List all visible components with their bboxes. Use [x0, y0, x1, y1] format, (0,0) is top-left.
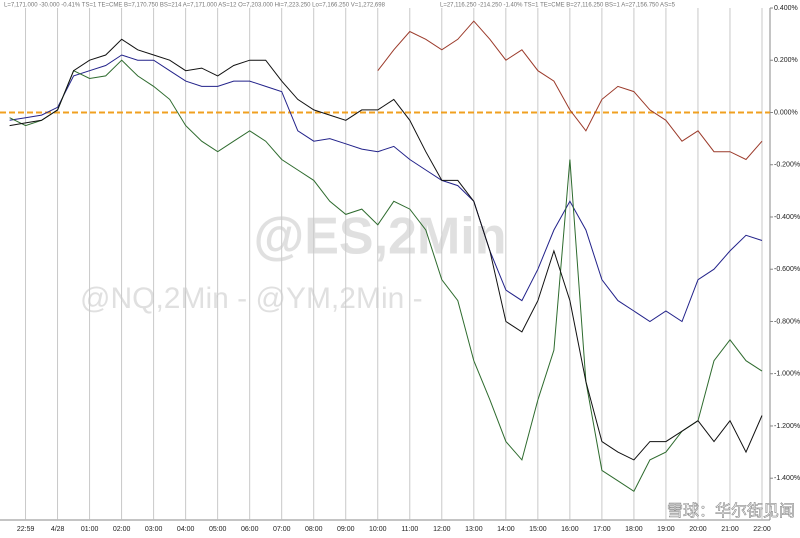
x-tick-label: 12:00	[433, 526, 451, 533]
x-tick-label: 20:00	[689, 526, 707, 533]
y-tick-label: -0.600%	[774, 266, 800, 273]
y-tick-label: -1.000%	[774, 371, 800, 378]
x-tick-label: 02:00	[113, 526, 131, 533]
y-tick-label: -0.200%	[774, 162, 800, 169]
x-tick-label: 03:00	[145, 526, 163, 533]
y-tick-label: -0.400%	[774, 214, 800, 221]
x-tick-label: 16:00	[561, 526, 579, 533]
x-tick-label: 01:00	[81, 526, 99, 533]
x-tick-label: 4/28	[51, 526, 65, 533]
header-left: L=7,171.000 -30.000 -0.41% TS=1 TE=CME B…	[4, 3, 386, 9]
x-tick-label: 05:00	[209, 526, 227, 533]
x-tick-label: 22:00	[753, 526, 771, 533]
watermark: @NQ,2Min - @YM,2Min -	[80, 282, 423, 315]
y-tick-label: -0.800%	[774, 318, 800, 325]
y-tick-label: -1.200%	[774, 423, 800, 430]
x-tick-label: 18:00	[625, 526, 643, 533]
x-tick-label: 04:00	[177, 526, 195, 533]
x-tick-label: 06:00	[241, 526, 259, 533]
x-tick-label: 17:00	[593, 526, 611, 533]
x-tick-label: 15:00	[529, 526, 547, 533]
x-tick-label: 08:00	[305, 526, 323, 533]
series-line	[9, 38, 763, 461]
watermark: @ES,2Min	[254, 208, 507, 266]
y-tick-label: 0.200%	[774, 57, 798, 64]
series-line	[9, 59, 763, 493]
series-line	[9, 54, 763, 323]
x-tick-label: 14:00	[497, 526, 515, 533]
x-tick-label: 21:00	[721, 526, 739, 533]
x-tick-label: 19:00	[657, 526, 675, 533]
x-tick-label: 22:59	[17, 526, 35, 533]
x-tick-label: 10:00	[369, 526, 387, 533]
series-line	[377, 20, 763, 161]
y-tick-label: 0.000%	[774, 109, 798, 116]
header-right: L=27,116.250 -214.250 -1.40% TS=1 TE=CME…	[440, 3, 676, 9]
x-tick-label: 07:00	[273, 526, 291, 533]
y-tick-label: 0.400%	[774, 5, 798, 12]
watermark: 雪球：华尔街见闻	[667, 502, 795, 520]
y-tick-label: -1.400%	[774, 475, 800, 482]
x-tick-label: 11:00	[401, 526, 418, 533]
x-tick-label: 09:00	[337, 526, 355, 533]
x-tick-label: 13:00	[465, 526, 483, 533]
